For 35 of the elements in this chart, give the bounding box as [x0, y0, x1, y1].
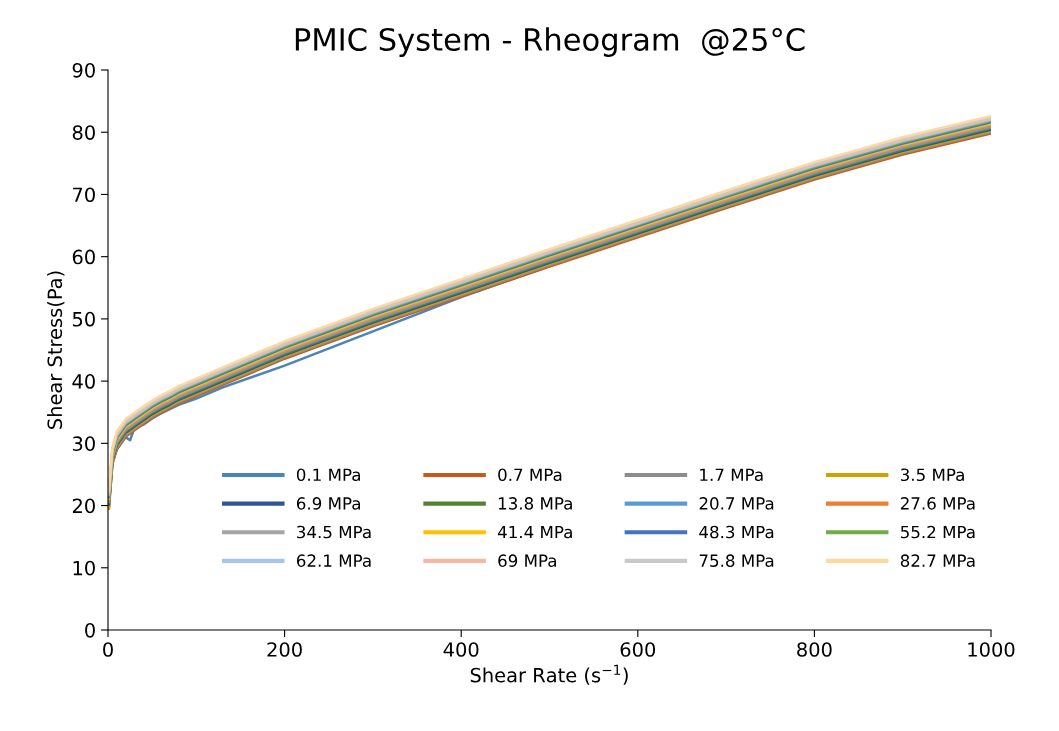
y-tick-label: 0 [85, 622, 95, 638]
y-tick-label: 80 [72, 125, 95, 140]
legend-label: 34.5 MPa [297, 525, 371, 539]
legend-label: 20.7 MPa [699, 497, 774, 510]
y-tick-label: 60 [72, 249, 95, 265]
y-tick-label: 10 [73, 560, 95, 576]
legend-label: 3.5 MPa [900, 468, 964, 482]
legend-label: 0.1 MPa [296, 468, 360, 482]
legend-label: 75.8 MPa [699, 554, 774, 567]
legend-label: 0.7 MPa [498, 468, 562, 482]
y-tick-label: 20 [72, 498, 95, 514]
chart-title: PMIC System - Rheogram @25°C [295, 27, 805, 57]
y-tick-label: 50 [72, 311, 95, 327]
x-tick-label: 1000 [968, 642, 1015, 657]
x-axis-title: Shear Rate (s$^{−1}$) [470, 664, 628, 685]
y-tick-label: 40 [72, 374, 95, 389]
y-tick-label: 90 [72, 62, 95, 78]
legend-label: 41.4 MPa [497, 525, 572, 539]
y-tick-label: 30 [72, 436, 95, 451]
legend-label: 6.9 MPa [296, 497, 360, 510]
x-tick-label: 0 [103, 642, 113, 657]
legend-label: 69 MPa [498, 554, 556, 567]
legend-label: 82.7 MPa [900, 554, 975, 567]
legend-label: 55.2 MPa [900, 525, 975, 539]
legend-label: 27.6 MPa [900, 497, 975, 510]
y-tick-label: 70 [73, 187, 95, 203]
legend-label: 48.3 MPa [699, 525, 774, 539]
legend-label: 62.1 MPa [296, 554, 371, 567]
legend-label: 13.8 MPa [498, 497, 572, 510]
x-tick-label: 400 [443, 642, 479, 657]
x-tick-label: 800 [797, 642, 832, 657]
y-axis-title: Shear Stress(Pa) [47, 271, 65, 429]
x-tick-label: 600 [620, 642, 656, 657]
x-tick-label: 200 [267, 642, 302, 657]
legend-label: 1.7 MPa [700, 468, 763, 482]
